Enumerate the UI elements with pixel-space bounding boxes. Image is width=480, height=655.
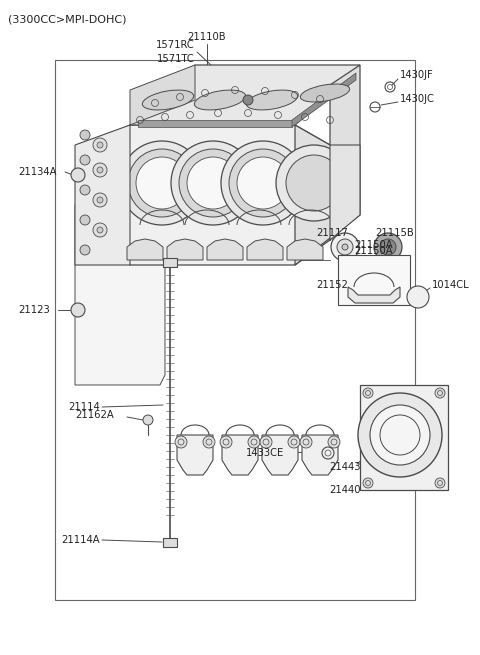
Circle shape — [179, 149, 247, 217]
Circle shape — [128, 149, 196, 217]
Circle shape — [187, 157, 239, 209]
Text: 1571RC: 1571RC — [156, 40, 195, 50]
Circle shape — [328, 436, 340, 448]
Circle shape — [93, 193, 107, 207]
Circle shape — [358, 393, 442, 477]
Polygon shape — [177, 435, 213, 475]
Circle shape — [435, 478, 445, 488]
Polygon shape — [130, 65, 360, 125]
Circle shape — [120, 141, 204, 225]
Text: 21114A: 21114A — [61, 535, 100, 545]
Circle shape — [93, 223, 107, 237]
Text: 21440: 21440 — [329, 485, 361, 495]
Circle shape — [71, 168, 85, 182]
Ellipse shape — [300, 84, 349, 102]
Bar — [163, 258, 177, 267]
Circle shape — [220, 436, 232, 448]
Polygon shape — [247, 239, 283, 260]
Circle shape — [243, 95, 253, 105]
Text: 1014CL: 1014CL — [432, 280, 469, 290]
Polygon shape — [167, 239, 203, 260]
Circle shape — [286, 155, 342, 211]
Circle shape — [80, 245, 90, 255]
Bar — [338, 255, 410, 305]
Circle shape — [407, 286, 429, 308]
Circle shape — [97, 142, 103, 148]
Ellipse shape — [246, 90, 298, 110]
Polygon shape — [302, 435, 338, 475]
Circle shape — [93, 163, 107, 177]
Polygon shape — [75, 125, 130, 265]
Circle shape — [342, 244, 348, 250]
Circle shape — [260, 436, 272, 448]
Circle shape — [337, 239, 353, 255]
Circle shape — [229, 149, 297, 217]
Polygon shape — [138, 120, 292, 127]
Polygon shape — [222, 435, 258, 475]
Polygon shape — [295, 65, 360, 265]
Polygon shape — [95, 125, 330, 265]
Text: 21123: 21123 — [18, 305, 50, 315]
Circle shape — [80, 130, 90, 140]
Polygon shape — [348, 287, 400, 303]
Circle shape — [97, 167, 103, 173]
Circle shape — [93, 138, 107, 152]
Ellipse shape — [194, 90, 246, 110]
Circle shape — [370, 405, 430, 465]
Bar — [55, 60, 415, 600]
Polygon shape — [130, 65, 195, 125]
Polygon shape — [292, 73, 356, 127]
Text: 1430JC: 1430JC — [400, 94, 435, 104]
Polygon shape — [207, 239, 243, 260]
Circle shape — [143, 415, 153, 425]
Circle shape — [80, 215, 90, 225]
Circle shape — [221, 141, 305, 225]
Circle shape — [435, 388, 445, 398]
Text: 1433CE: 1433CE — [246, 448, 284, 458]
Text: (3300CC>MPI-DOHC): (3300CC>MPI-DOHC) — [8, 14, 127, 24]
Text: 21150A: 21150A — [355, 240, 393, 250]
Polygon shape — [262, 435, 298, 475]
Text: 21443: 21443 — [329, 462, 361, 472]
Ellipse shape — [143, 90, 193, 110]
Circle shape — [288, 436, 300, 448]
Circle shape — [363, 388, 373, 398]
Polygon shape — [75, 160, 165, 385]
Polygon shape — [127, 239, 163, 260]
Text: 21134A: 21134A — [18, 167, 57, 177]
Circle shape — [203, 436, 215, 448]
Bar — [360, 385, 448, 490]
Polygon shape — [287, 239, 323, 260]
Bar — [163, 538, 177, 547]
Text: 21152: 21152 — [316, 280, 348, 290]
Circle shape — [80, 155, 90, 165]
Circle shape — [71, 303, 85, 317]
Text: 21162A: 21162A — [76, 410, 114, 420]
Text: 21110B: 21110B — [188, 32, 226, 42]
Circle shape — [300, 436, 312, 448]
Circle shape — [374, 233, 402, 261]
Circle shape — [175, 436, 187, 448]
Text: 21150A: 21150A — [355, 246, 393, 256]
Circle shape — [363, 478, 373, 488]
Text: 21115B: 21115B — [376, 228, 414, 238]
Text: 21114: 21114 — [68, 402, 100, 412]
Text: 1571TC: 1571TC — [157, 54, 195, 64]
Circle shape — [248, 436, 260, 448]
Circle shape — [380, 239, 396, 255]
Polygon shape — [330, 145, 360, 240]
Circle shape — [97, 227, 103, 233]
Text: 1430JF: 1430JF — [400, 70, 434, 80]
Circle shape — [276, 145, 352, 221]
Circle shape — [171, 141, 255, 225]
Circle shape — [97, 197, 103, 203]
Text: 21117: 21117 — [316, 228, 348, 238]
Circle shape — [331, 233, 359, 261]
Circle shape — [80, 185, 90, 195]
Circle shape — [136, 157, 188, 209]
Circle shape — [237, 157, 289, 209]
